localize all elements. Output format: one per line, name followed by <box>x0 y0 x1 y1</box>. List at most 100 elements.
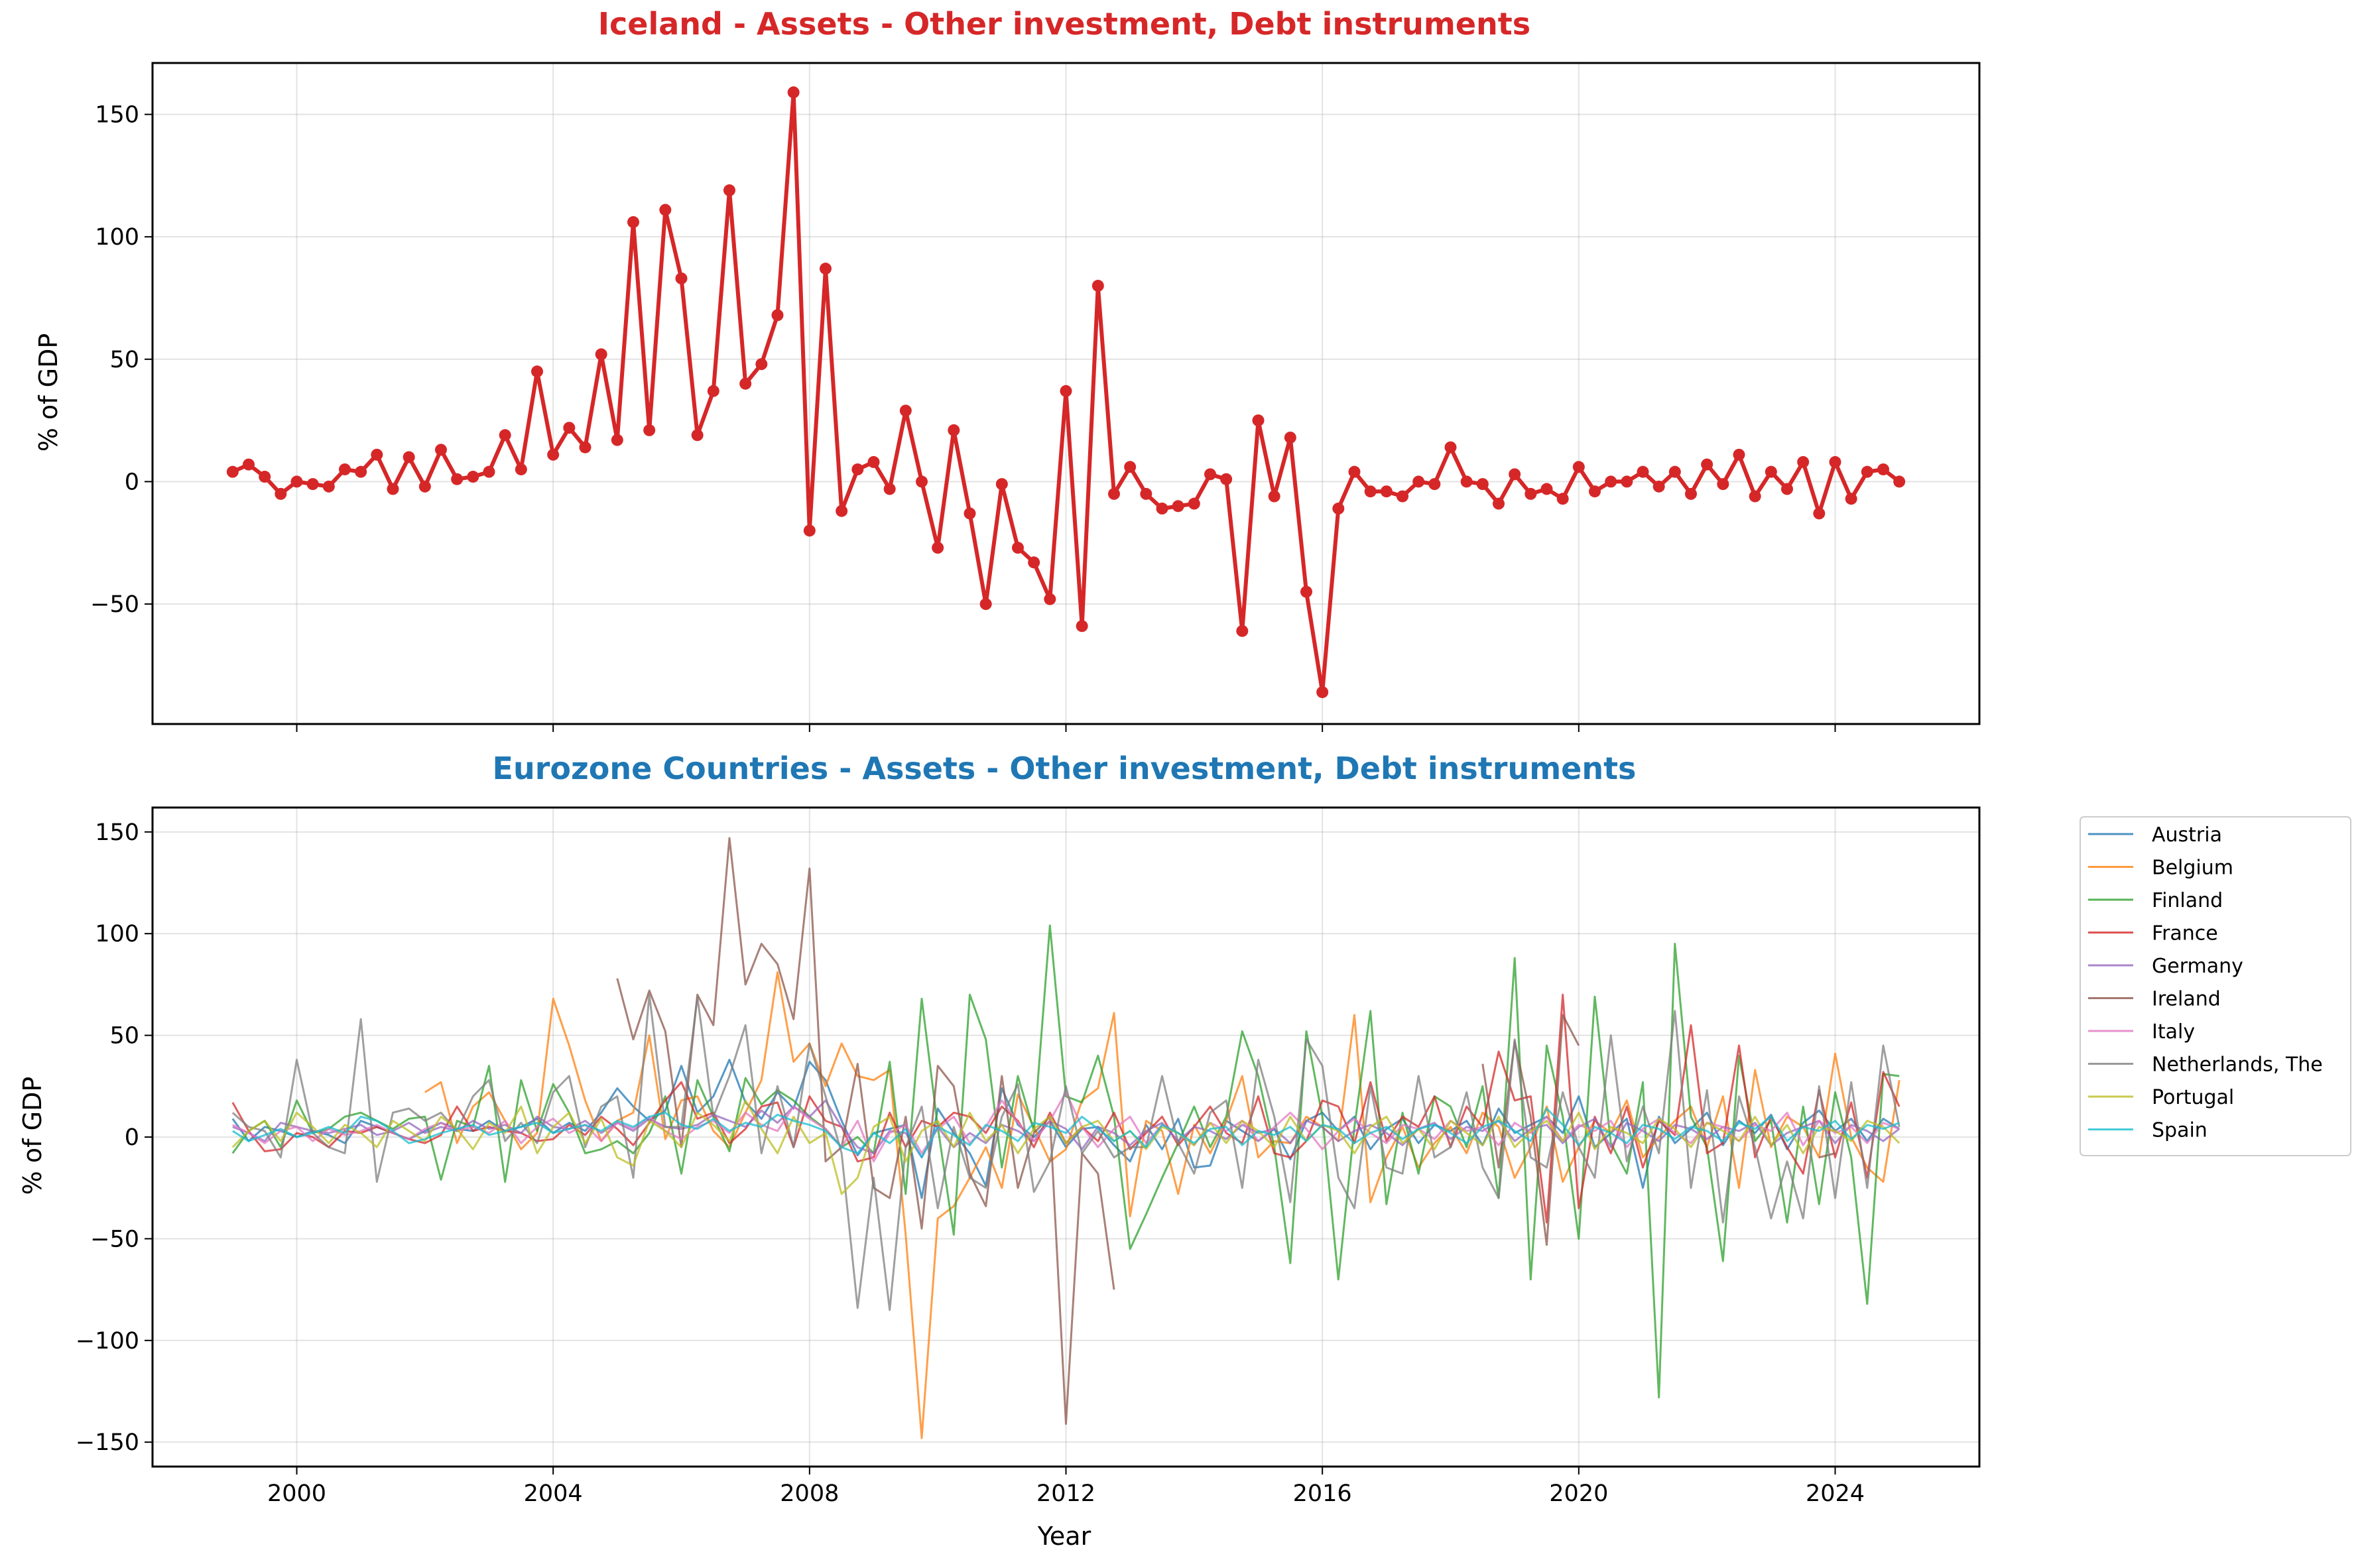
y-tick-label: 150 <box>95 819 139 846</box>
data-point <box>1460 475 1473 488</box>
data-point <box>1332 503 1345 515</box>
data-point <box>1845 493 1857 505</box>
data-point <box>1380 485 1393 498</box>
y-tick-label: −50 <box>90 1226 139 1252</box>
y-tick-label: −50 <box>90 591 139 618</box>
series-line-portugal <box>231 1099 1900 1195</box>
data-point <box>403 451 415 463</box>
x-tick-label: 2012 <box>1036 1480 1095 1507</box>
eurozone-chart: Eurozone Countries - Assets - Other inve… <box>18 751 1981 1551</box>
series-line-ireland <box>616 837 1835 1425</box>
data-point <box>1717 478 1729 491</box>
y-tick-label: 150 <box>95 102 139 129</box>
legend-label-belgium: Belgium <box>2152 857 2233 880</box>
legend: Austria Belgium Finland France Germany Irelan… <box>2080 816 2351 1156</box>
data-point <box>1572 461 1585 473</box>
data-point <box>1493 497 1505 510</box>
data-point <box>771 309 784 322</box>
data-point <box>1797 455 1810 468</box>
data-point <box>1428 478 1441 491</box>
data-point <box>723 184 735 197</box>
y-axis-label-eurozone: % of GDP <box>18 1077 47 1195</box>
data-point <box>547 448 560 461</box>
legend-label-italy: Italy <box>2152 1020 2195 1044</box>
data-point <box>1108 487 1120 500</box>
legend-label-france: France <box>2152 922 2218 945</box>
data-point <box>1476 478 1489 491</box>
data-point <box>739 377 752 390</box>
legend-label-ireland: Ireland <box>2152 988 2221 1011</box>
series-line-netherlands-the <box>231 993 1900 1311</box>
data-point <box>1668 465 1681 478</box>
x-tick-label: 2008 <box>780 1480 839 1507</box>
data-point <box>1156 503 1168 515</box>
data-point <box>1140 487 1152 500</box>
data-point <box>1829 455 1841 468</box>
data-point <box>1893 475 1906 488</box>
y-tick-label: 100 <box>95 921 139 947</box>
legend-box <box>2080 816 2351 1156</box>
data-point <box>964 507 976 520</box>
ticks-eurozone: 2000 2004 2008 2012 2016 2020 2024 −150 −100 −50 0… <box>76 819 1865 1507</box>
data-point <box>259 471 271 483</box>
data-point <box>1300 585 1312 598</box>
plot-frame-eurozone <box>151 806 1981 1468</box>
y-tick-label: 50 <box>109 347 139 373</box>
data-point <box>1509 468 1521 481</box>
y-tick-label: 100 <box>95 224 139 251</box>
data-point <box>1268 490 1280 503</box>
data-point <box>1605 475 1617 488</box>
data-point <box>787 86 800 99</box>
data-point <box>1091 280 1104 292</box>
data-point <box>275 487 287 500</box>
data-point <box>1076 620 1088 633</box>
data-point <box>1172 500 1184 513</box>
data-point <box>1621 475 1633 488</box>
data-point <box>643 424 656 436</box>
data-point <box>1733 448 1745 461</box>
legend-label-netherlands-the: Netherlands, The <box>2152 1054 2323 1077</box>
legend-label-finland: Finland <box>2152 889 2223 912</box>
data-point <box>948 424 960 436</box>
data-point <box>595 348 607 361</box>
data-point <box>1877 463 1889 475</box>
data-point <box>371 448 383 461</box>
chart-title-iceland: Iceland - Assets - Other investment, Deb… <box>598 6 1530 42</box>
y-tick-label: 50 <box>109 1023 139 1050</box>
data-point <box>418 480 431 493</box>
data-point <box>483 465 495 478</box>
x-tick-label: 2004 <box>524 1480 583 1507</box>
data-point <box>1589 485 1601 498</box>
data-point <box>979 598 992 611</box>
data-point <box>226 465 239 478</box>
data-point <box>675 272 688 284</box>
data-point <box>1524 487 1537 500</box>
data-point <box>322 480 335 493</box>
series-line-finland <box>231 924 1900 1399</box>
data-point <box>1220 473 1233 485</box>
data-point <box>883 483 896 495</box>
data-point <box>1204 468 1216 481</box>
plot-frame-iceland <box>151 62 1981 725</box>
data-point <box>515 463 527 475</box>
data-point <box>531 365 543 378</box>
data-point <box>627 216 639 229</box>
data-point <box>1044 593 1056 605</box>
data-point <box>339 463 351 475</box>
data-point <box>995 478 1008 491</box>
data-point <box>451 473 464 485</box>
data-point <box>691 429 704 442</box>
data-point <box>435 444 447 456</box>
legend-label-austria: Austria <box>2152 823 2222 847</box>
data-point <box>1188 497 1200 510</box>
series-line-italy <box>232 1091 1900 1163</box>
data-point <box>243 458 255 471</box>
data-point <box>1685 487 1697 500</box>
data-point <box>1316 686 1329 698</box>
grid-eurozone <box>153 808 1979 1467</box>
data-point <box>1540 483 1553 495</box>
data-point <box>1637 465 1649 478</box>
data-point <box>1364 485 1377 498</box>
data-point <box>467 471 479 483</box>
chart-title-eurozone: Eurozone Countries - Assets - Other inve… <box>493 751 1637 786</box>
